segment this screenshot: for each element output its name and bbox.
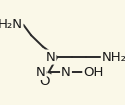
Text: N: N <box>36 66 46 79</box>
Text: N: N <box>46 51 55 64</box>
Text: NH₂: NH₂ <box>102 51 125 64</box>
Text: O: O <box>40 75 50 88</box>
Text: OH: OH <box>84 66 104 79</box>
Text: N: N <box>61 66 71 79</box>
Text: H₂N: H₂N <box>0 18 22 31</box>
